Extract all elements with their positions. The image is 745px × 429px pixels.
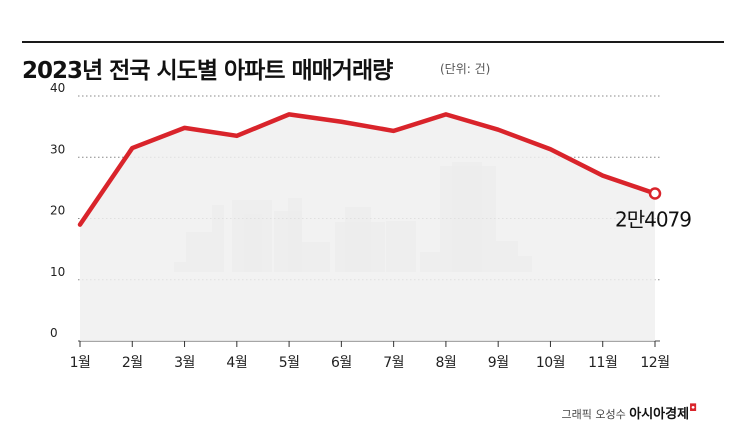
end-annotation: 2만4079 <box>615 208 691 232</box>
x-tick-label: 8월 <box>436 355 457 371</box>
end-point-marker <box>648 187 662 200</box>
x-tick-label: 5월 <box>279 355 300 371</box>
credit-prefix: 그래픽 오성수 <box>561 408 626 421</box>
y-axis-ticks: 0 10 20 30 40 <box>50 81 65 340</box>
x-tick-label: 4월 <box>226 355 247 371</box>
brand-name: 아시아경제 <box>629 407 690 422</box>
x-tick-label: 7월 <box>383 355 404 371</box>
x-tick-label: 2월 <box>122 355 143 371</box>
unit-label: (단위: 건) <box>440 62 491 76</box>
credit: 그래픽 오성수 아시아경제◘ <box>562 403 697 422</box>
x-tick-label: 12월 <box>640 355 669 371</box>
y-tick-label: 40 <box>50 81 65 95</box>
x-tick-label: 10월 <box>536 355 565 371</box>
x-tick-label: 1월 <box>70 355 91 371</box>
top-rule <box>22 41 724 43</box>
chart-area-fill <box>80 114 655 341</box>
y-tick-label: 30 <box>50 142 65 156</box>
x-tick-label: 6월 <box>331 355 352 371</box>
x-axis-ticks: 1월 2월 3월 4월 5월 6월 7월 8월 9월 10월 11월 12월 <box>70 341 670 371</box>
y-tick-label: 0 <box>50 326 58 340</box>
x-tick-label: 9월 <box>488 355 509 371</box>
series-points <box>79 114 662 225</box>
x-tick-label: 3월 <box>174 355 195 371</box>
y-tick-label: 20 <box>50 204 65 218</box>
y-tick-label: 10 <box>50 265 65 279</box>
series-line <box>77 112 658 227</box>
chart-title: 2023년 전국 시도별 아파트 매매거래량 <box>22 58 393 84</box>
x-tick-label: 11월 <box>588 355 617 371</box>
brand-mark-icon: ◘ <box>689 403 697 414</box>
